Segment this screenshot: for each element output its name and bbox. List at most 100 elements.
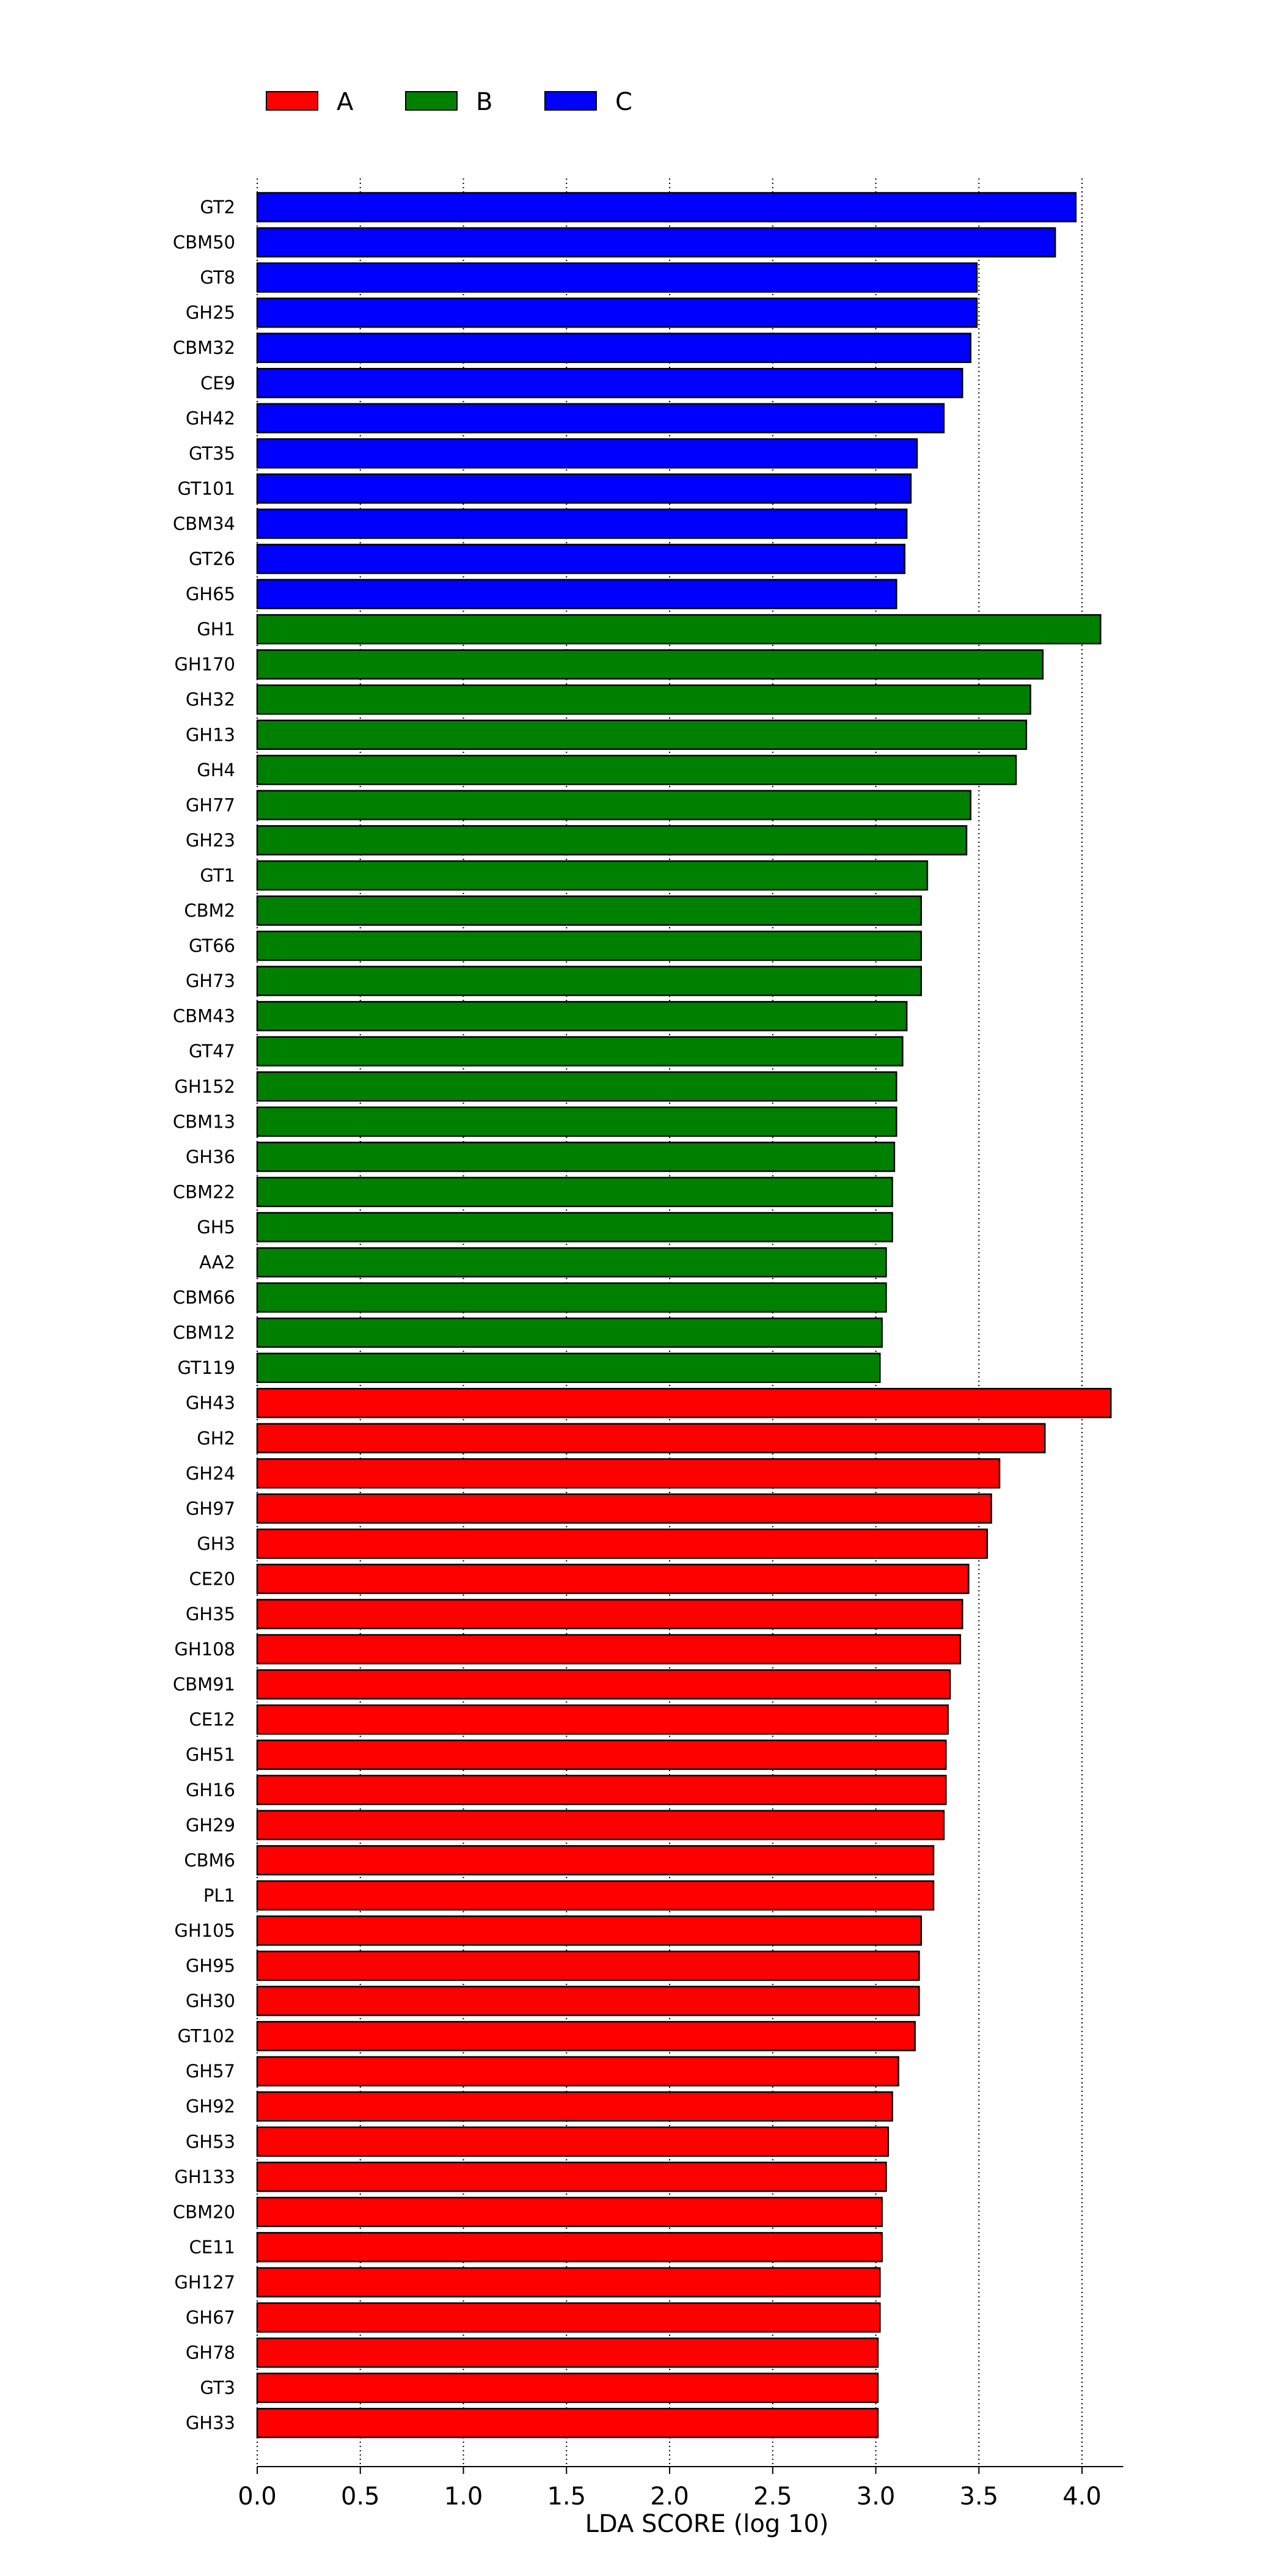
x-axis-title: LDA SCORE (log 10) — [585, 2510, 829, 2538]
bar-cbm32 — [256, 332, 971, 363]
category-label: GH43 — [186, 1393, 235, 1414]
legend-label-b: B — [476, 88, 492, 116]
legend-swatch-b — [405, 91, 458, 111]
bar-cbm43 — [256, 1000, 908, 1032]
legend-label-a: A — [337, 88, 354, 116]
category-label: GH133 — [174, 2167, 235, 2187]
bar-gt66 — [256, 930, 922, 961]
bar-gh23 — [256, 825, 968, 856]
x-tick-label: 1.0 — [444, 2482, 483, 2511]
legend-swatch-c — [544, 91, 597, 111]
category-label: CBM50 — [173, 232, 235, 253]
category-label: GH78 — [186, 2343, 235, 2363]
category-label: CE20 — [189, 1568, 235, 1589]
category-label: CE12 — [189, 1709, 235, 1730]
category-label: CBM6 — [184, 1850, 235, 1871]
bar-gh65 — [256, 579, 897, 609]
bar-cbm34 — [256, 508, 908, 539]
bar-gh36 — [256, 1142, 896, 1172]
category-label: GH5 — [197, 1217, 235, 1238]
bar-gt3 — [256, 2372, 879, 2403]
bar-gh35 — [256, 1599, 963, 1629]
category-label: GT8 — [200, 267, 235, 288]
bar-cbm12 — [256, 1317, 883, 1348]
bar-gh67 — [256, 2302, 881, 2333]
x-tick-label: 3.5 — [959, 2482, 998, 2511]
category-label: GH25 — [186, 303, 235, 323]
category-label: CE11 — [189, 2237, 235, 2258]
bar-gt47 — [256, 1036, 904, 1066]
category-label: GH29 — [186, 1815, 235, 1835]
bar-gh16 — [256, 1775, 947, 1805]
bar-gt2 — [256, 192, 1077, 222]
bar-gh78 — [256, 2337, 879, 2368]
bar-ce11 — [256, 2232, 883, 2262]
bar-ce9 — [256, 368, 963, 398]
bar-gh95 — [256, 1950, 920, 1981]
bar-gh1 — [256, 614, 1102, 645]
category-label: GH65 — [186, 584, 235, 604]
bar-gh29 — [256, 1810, 945, 1841]
category-label: AA2 — [199, 1252, 235, 1273]
category-label: GH127 — [174, 2272, 235, 2292]
category-label: GH53 — [186, 2131, 235, 2152]
category-label: CBM20 — [173, 2201, 235, 2222]
category-label: GH105 — [174, 1920, 235, 1941]
bar-gh97 — [256, 1493, 992, 1524]
bar-cbm6 — [256, 1845, 935, 1876]
bar-cbm22 — [256, 1176, 893, 1208]
bar-gt119 — [256, 1352, 881, 1383]
category-label: GH32 — [186, 689, 235, 710]
bar-aa2 — [256, 1247, 887, 1278]
category-labels: GT2 CBM50 GT8 GH25 CBM32 CE9 GH42 GT35 GT101 CBM3… — [173, 197, 235, 2434]
category-label: GH42 — [186, 408, 235, 428]
bar-gh51 — [256, 1739, 947, 1770]
category-label: GH67 — [186, 2307, 235, 2328]
bar-gh73 — [256, 966, 922, 996]
bar-gh133 — [256, 2162, 887, 2192]
category-label: GH24 — [186, 1463, 235, 1484]
x-tick-label: 2.5 — [753, 2482, 792, 2511]
x-tick-label: 0.5 — [341, 2482, 380, 2511]
bar-gh24 — [256, 1458, 1001, 1489]
category-label: CE9 — [200, 373, 235, 394]
category-label: GH4 — [197, 760, 235, 780]
category-label: GH3 — [197, 1533, 235, 1554]
bar-ce20 — [256, 1563, 970, 1594]
category-label: GH108 — [174, 1639, 235, 1660]
category-label: CBM2 — [184, 900, 235, 921]
bar-cbm66 — [256, 1282, 887, 1313]
x-tick-label: 0.0 — [238, 2482, 277, 2511]
category-label: CBM34 — [173, 513, 235, 534]
category-label: GH170 — [174, 654, 235, 675]
bar-gh105 — [256, 1915, 922, 1946]
category-label: CBM91 — [173, 1674, 235, 1695]
bar-gt1 — [256, 860, 929, 891]
bar-gh4 — [256, 755, 1017, 785]
category-label: CBM43 — [173, 1006, 235, 1027]
legend-swatch-a — [266, 91, 318, 111]
category-label: GT2 — [200, 197, 235, 218]
bar-ce12 — [256, 1704, 949, 1735]
bars — [256, 192, 1112, 2438]
bar-cbm13 — [256, 1106, 897, 1137]
category-label: GH16 — [186, 1780, 235, 1800]
category-label: CBM13 — [173, 1111, 235, 1132]
category-label: GH92 — [186, 2096, 235, 2117]
bar-gt26 — [256, 543, 905, 574]
bar-gh30 — [256, 1986, 920, 2016]
category-label: GH1 — [197, 619, 235, 640]
category-label: GT35 — [189, 443, 235, 464]
legend-label-c: C — [615, 88, 632, 116]
x-axis: 0.0 0.5 1.0 1.5 2.0 2.5 3.0 3.5 4.0 — [238, 2466, 1124, 2511]
category-label: GH73 — [186, 971, 235, 991]
category-label: GH97 — [186, 1498, 235, 1519]
category-label: GT47 — [189, 1041, 235, 1062]
category-label: GH30 — [186, 1991, 235, 2011]
bar-gh42 — [256, 403, 945, 434]
category-label: GH23 — [186, 830, 235, 851]
category-label: GH77 — [186, 794, 235, 815]
category-label: GT1 — [200, 865, 235, 886]
bar-gh25 — [256, 297, 978, 328]
bar-gh3 — [256, 1528, 988, 1559]
